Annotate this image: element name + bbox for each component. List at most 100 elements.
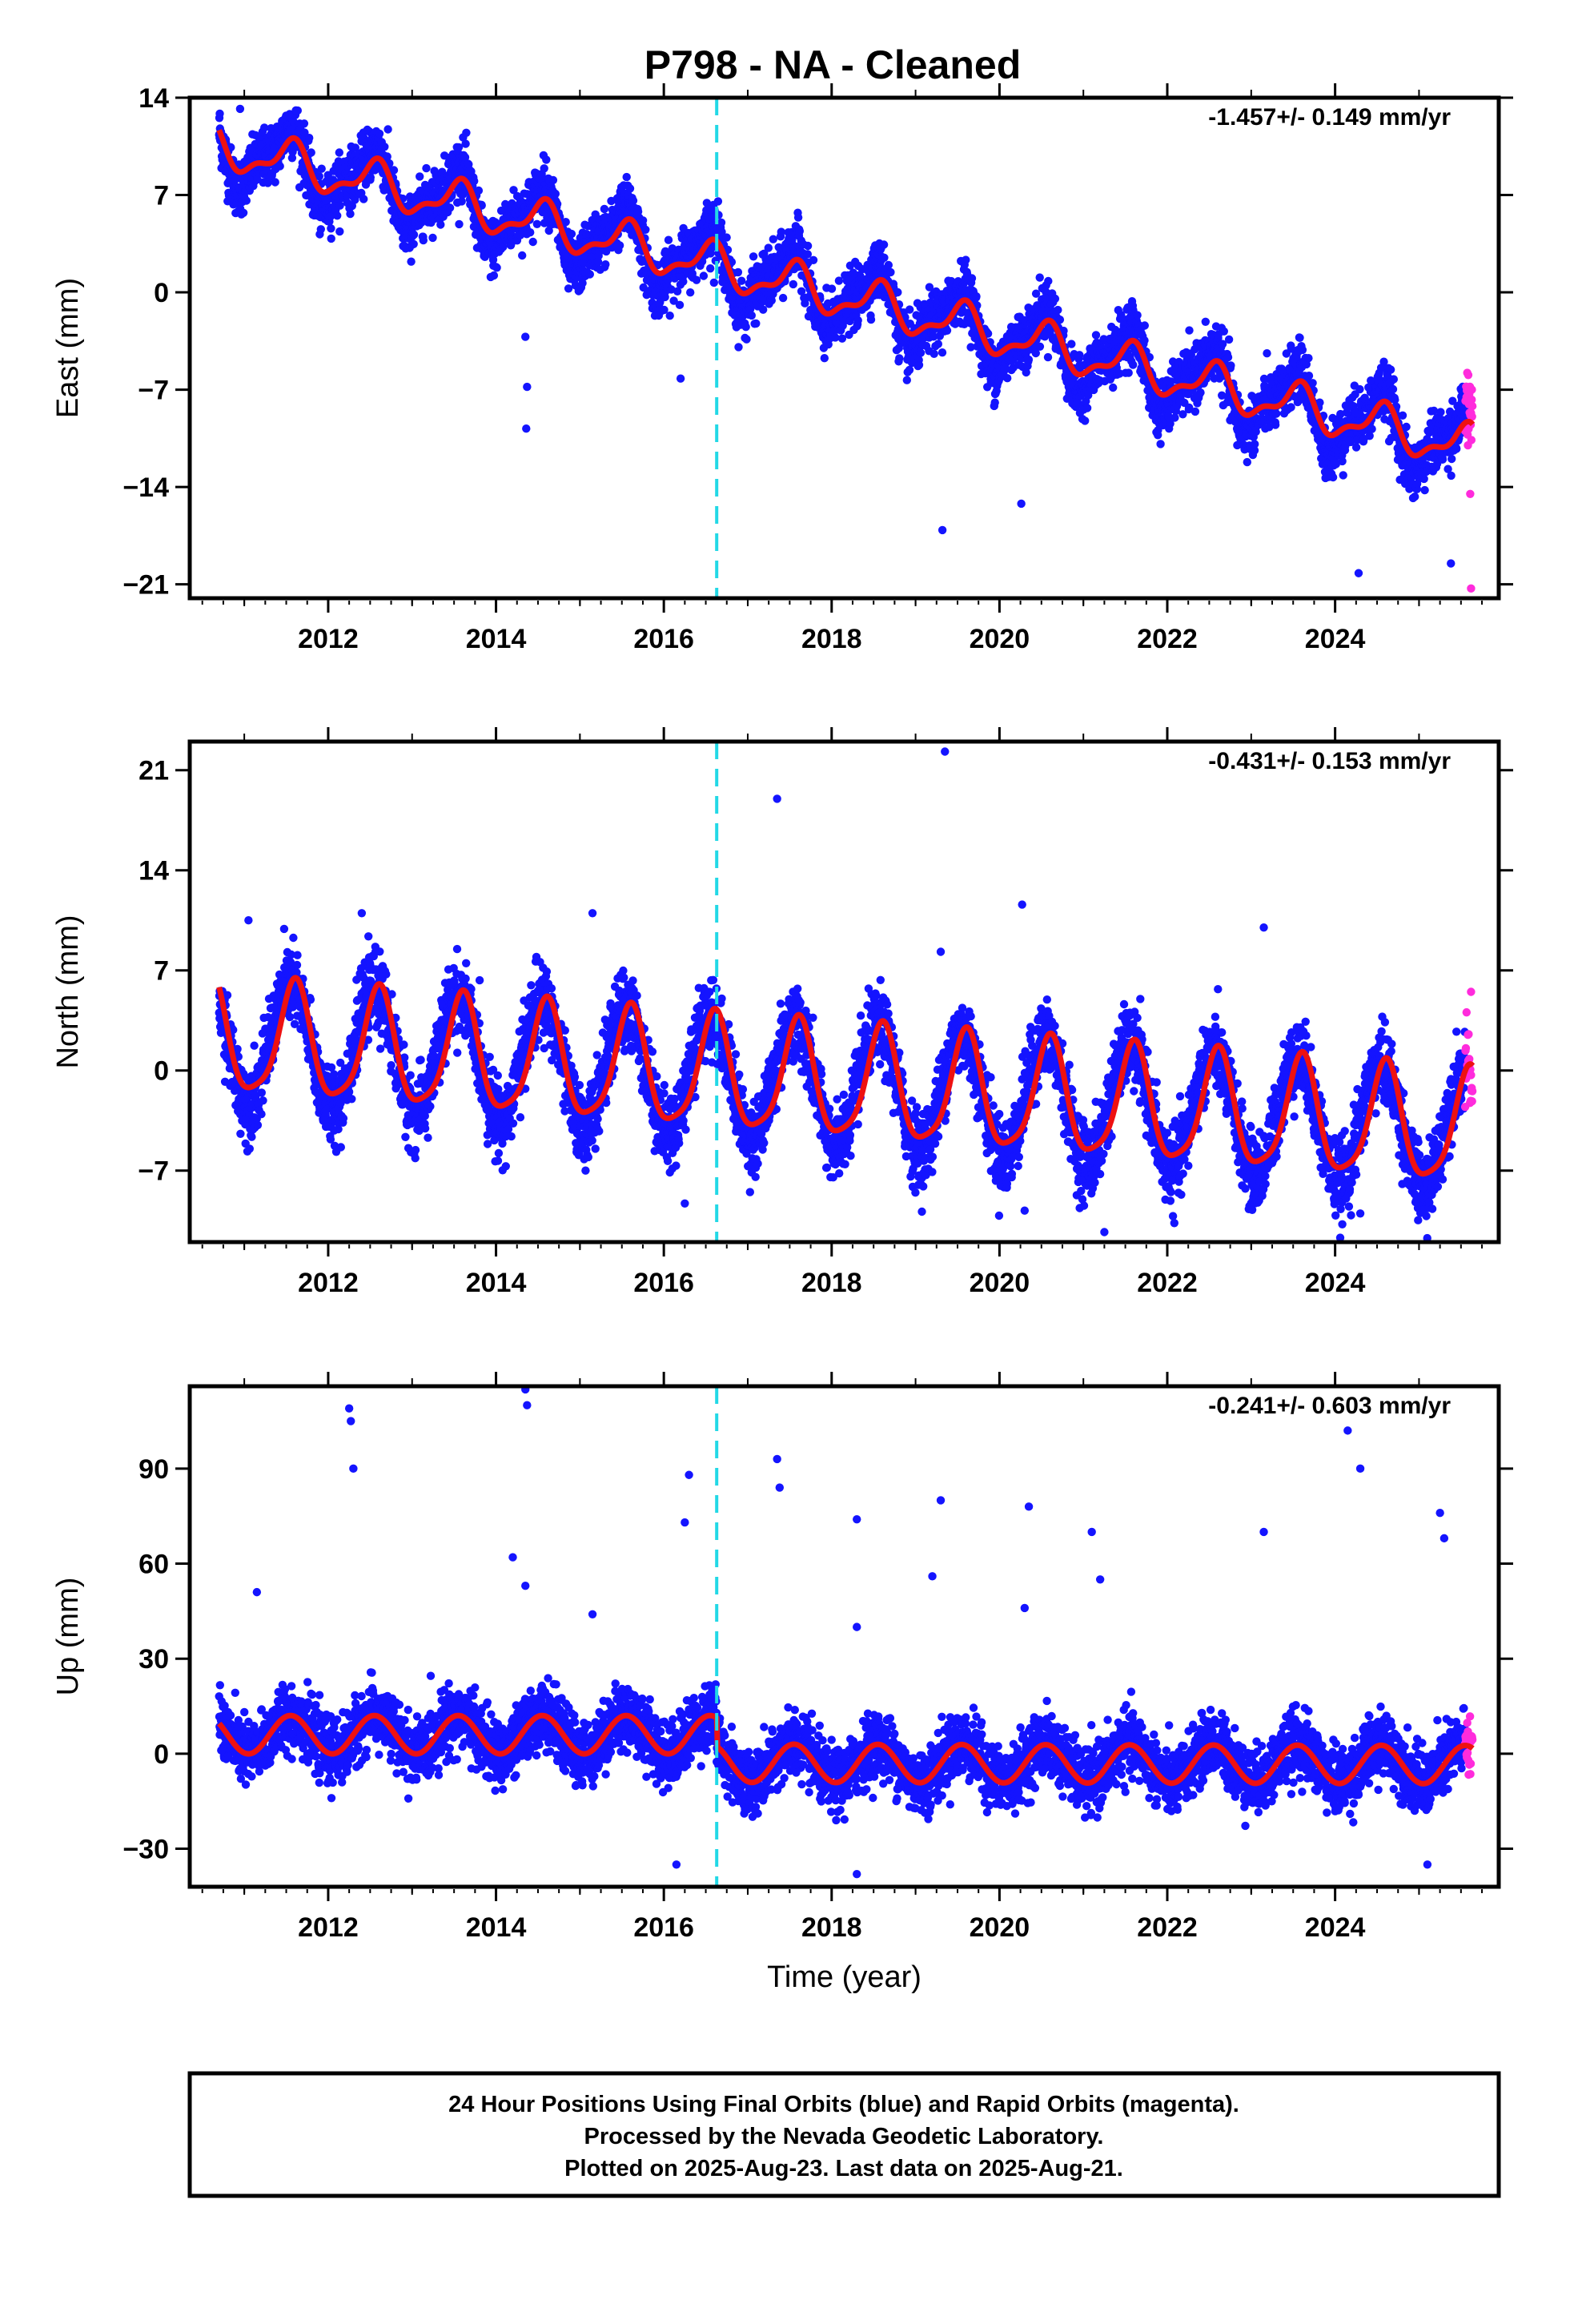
final-orbit-point xyxy=(827,284,837,293)
final-orbit-point xyxy=(1338,456,1347,466)
final-orbit-point xyxy=(769,235,777,243)
final-orbit-point xyxy=(665,312,674,320)
final-orbit-point xyxy=(622,172,631,182)
final-orbit-point xyxy=(1219,327,1229,336)
final-orbit-point xyxy=(551,189,560,199)
final-orbit-point xyxy=(359,195,368,203)
final-orbit-point xyxy=(327,224,335,233)
final-orbit-point xyxy=(1295,333,1304,342)
final-orbit-point xyxy=(351,143,359,152)
final-orbit-point xyxy=(820,354,829,363)
final-orbit-point xyxy=(239,208,248,217)
final-orbit-point xyxy=(1223,352,1233,362)
final-orbit-point xyxy=(428,233,437,243)
final-orbit-point xyxy=(492,263,501,272)
final-orbit-point xyxy=(893,287,902,297)
final-orbit-point xyxy=(454,143,464,152)
final-orbit-point xyxy=(793,213,803,222)
final-orbit-point xyxy=(1339,471,1347,480)
final-orbit-point xyxy=(1081,416,1090,425)
final-orbit-point xyxy=(886,267,895,277)
final-orbit-point xyxy=(215,109,224,119)
final-orbit-point xyxy=(407,257,416,266)
final-orbit-point xyxy=(638,216,648,225)
plot-area xyxy=(215,98,1477,598)
final-orbit-point xyxy=(625,184,635,193)
final-orbit-point xyxy=(1055,316,1065,324)
final-orbit-point xyxy=(1035,342,1045,351)
final-orbit-point xyxy=(1091,331,1101,340)
final-orbit-point xyxy=(1082,404,1092,412)
final-orbit-point xyxy=(706,264,715,273)
final-orbit-point xyxy=(316,225,325,234)
final-orbit-point xyxy=(315,172,323,181)
final-orbit-point xyxy=(1140,321,1150,330)
final-orbit-point xyxy=(436,220,445,229)
final-orbit-point xyxy=(717,218,726,227)
final-orbit-point xyxy=(457,197,466,206)
final-orbit-point xyxy=(335,148,343,157)
final-orbit-point xyxy=(764,243,773,252)
final-orbit-point xyxy=(455,219,464,229)
final-orbit-point xyxy=(600,204,609,214)
final-orbit-point xyxy=(242,196,251,205)
final-orbit-point xyxy=(518,251,527,260)
final-orbit-point xyxy=(972,292,981,301)
final-orbit-point xyxy=(747,311,756,320)
final-orbit-point xyxy=(777,227,785,236)
final-orbit-point xyxy=(1351,443,1361,452)
final-orbit-point xyxy=(509,186,518,195)
final-orbit-point xyxy=(461,139,470,148)
final-orbit-point xyxy=(709,278,718,287)
final-orbit-point xyxy=(742,335,751,344)
final-orbit-point xyxy=(934,340,943,348)
final-orbit-point xyxy=(615,241,624,250)
final-orbit-point xyxy=(664,235,673,244)
final-orbit-point xyxy=(1201,317,1211,326)
final-orbit-point xyxy=(564,284,573,293)
final-orbit-point xyxy=(526,228,535,237)
final-orbit-point xyxy=(1272,409,1281,418)
final-orbit-point xyxy=(567,229,576,239)
final-orbit-point xyxy=(1140,336,1149,345)
final-orbit-point xyxy=(990,398,999,407)
final-orbit-point xyxy=(713,197,723,206)
final-orbit-point xyxy=(733,267,743,277)
final-orbit-point xyxy=(1109,383,1118,392)
final-orbit-point xyxy=(528,237,537,247)
final-orbit-point xyxy=(679,277,688,286)
final-orbit-point xyxy=(1243,457,1252,467)
final-orbit-point xyxy=(540,164,548,173)
final-orbit-point xyxy=(1304,372,1314,380)
final-orbit-point xyxy=(722,233,731,242)
final-orbit-point xyxy=(1251,440,1259,448)
final-orbit-point xyxy=(293,106,302,115)
final-orbit-point xyxy=(641,225,650,234)
final-orbit-point xyxy=(260,123,269,132)
final-orbit-point xyxy=(879,240,889,249)
final-orbit-point xyxy=(905,305,914,314)
final-orbit-point xyxy=(1044,276,1053,286)
final-orbit-point xyxy=(389,166,399,175)
final-orbit-point xyxy=(271,178,279,187)
final-orbit-point xyxy=(1185,326,1194,335)
final-orbit-point xyxy=(333,211,342,220)
panel-east: 2012 2014 2016 2018 2020 2022 20241470−7−14−21… xyxy=(51,83,1513,654)
final-orbit-point xyxy=(734,343,743,352)
final-orbit-point xyxy=(1043,352,1053,362)
final-orbit-point xyxy=(305,134,314,143)
final-orbit-point xyxy=(962,255,970,264)
final-orbit-point xyxy=(416,172,424,181)
final-orbit-point xyxy=(1133,311,1142,320)
final-orbit-point xyxy=(752,319,761,328)
final-orbit-point xyxy=(375,129,384,139)
final-orbit-point xyxy=(585,270,594,279)
final-orbit-point xyxy=(866,315,876,324)
final-orbit-point xyxy=(628,196,638,205)
final-orbit-point xyxy=(778,293,788,303)
final-orbit-point xyxy=(1196,388,1205,397)
final-orbit-point xyxy=(1003,374,1012,383)
final-orbit-point xyxy=(307,148,315,157)
final-orbit-point xyxy=(675,300,685,309)
final-orbit-point xyxy=(1129,360,1138,369)
